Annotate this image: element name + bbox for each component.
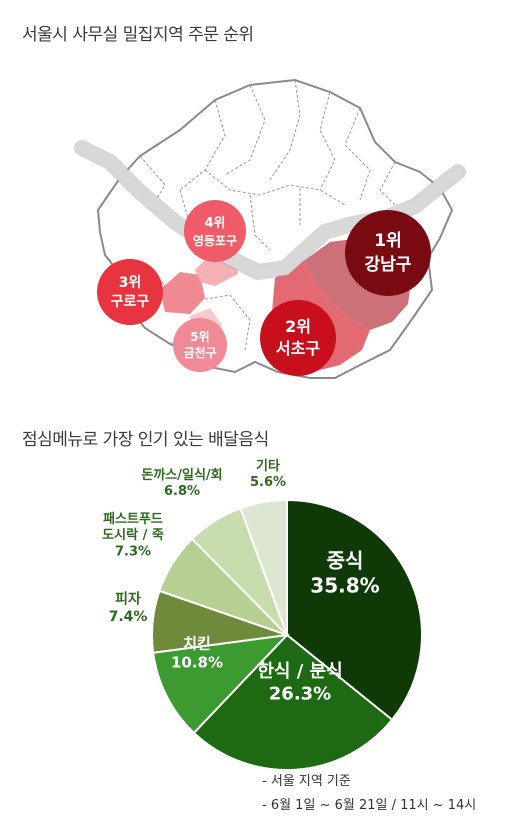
pie-label-1-line-1: 26.3% [269,683,331,704]
rank-1-label: 1위 [374,231,401,251]
pie-slice-6 [239,498,288,636]
pie-label-1-line-0: 한식 / 분식 [257,661,342,682]
rank-bubble-4: 4위 영등포구 [184,200,246,262]
rank-5-label: 5위 [190,330,209,344]
rank-3-district: 구로구 [111,294,150,310]
pie-label-3-line-1: 7.4% [109,609,148,625]
pie-slice-1 [192,633,394,770]
pie-slice-0 [286,498,423,722]
note-line-2: - 6월 1일 ~ 6월 21일 / 11시 ~ 14시 [262,798,477,813]
rank-4-district: 영등포구 [193,233,237,248]
pie-label-0-line-0: 중식 [327,549,364,573]
pie-label-2-line-0: 치킨 [183,635,211,653]
pie-title: 점심메뉴로 가장 인기 있는 배달음식 [22,430,269,450]
pie-label-4-line-0: 패스트푸드 [103,512,163,527]
rank-5-district: 금천구 [183,345,216,360]
pie-label-2-line-1: 10.8% [171,653,223,671]
rank-bubble-5: 5위 금천구 [173,318,227,372]
rank-4-label: 4위 [204,216,225,231]
pie-label-5-line-0: 돈까스/일식/회 [141,467,222,483]
rank-bubble-3: 3위 구로구 [97,259,163,325]
map-title: 서울시 사무실 밀집지역 주문 순위 [22,25,254,45]
pie-label-6-line-1: 5.6% [250,475,286,490]
notes: - 서울 지역 기준 - 6월 1일 ~ 6월 21일 / 11시 ~ 14시 [262,770,476,818]
rank-2-label: 2위 [285,317,311,336]
rank-2-district: 서초구 [276,339,320,358]
pie-label-6-line-0: 기타 [256,458,280,474]
seoul-district-map: 1위 강남구 2위 서초구 3위 구로구 4위 영등포구 5위 금천구 [74,78,466,379]
district-borders [119,79,401,353]
rank-bubble-1: 1위 강남구 [345,210,431,296]
rank-3-label: 3위 [119,275,142,291]
pie-label-5-line-1: 6.8% [164,484,200,499]
pie-label-4-line-1: 도시락 / 죽 [102,528,164,543]
pie-label-3-line-0: 피자 [115,591,141,607]
rank-1-district: 강남구 [365,255,412,275]
pie-label-4-line-2: 7.3% [115,544,151,559]
pie-label-0-line-1: 35.8% [310,574,379,598]
rank-bubble-2: 2위 서초구 [260,300,336,376]
note-line-1: - 서울 지역 기준 [262,774,351,789]
pie-slice-2 [152,633,290,735]
district-guro-fill [160,272,205,314]
